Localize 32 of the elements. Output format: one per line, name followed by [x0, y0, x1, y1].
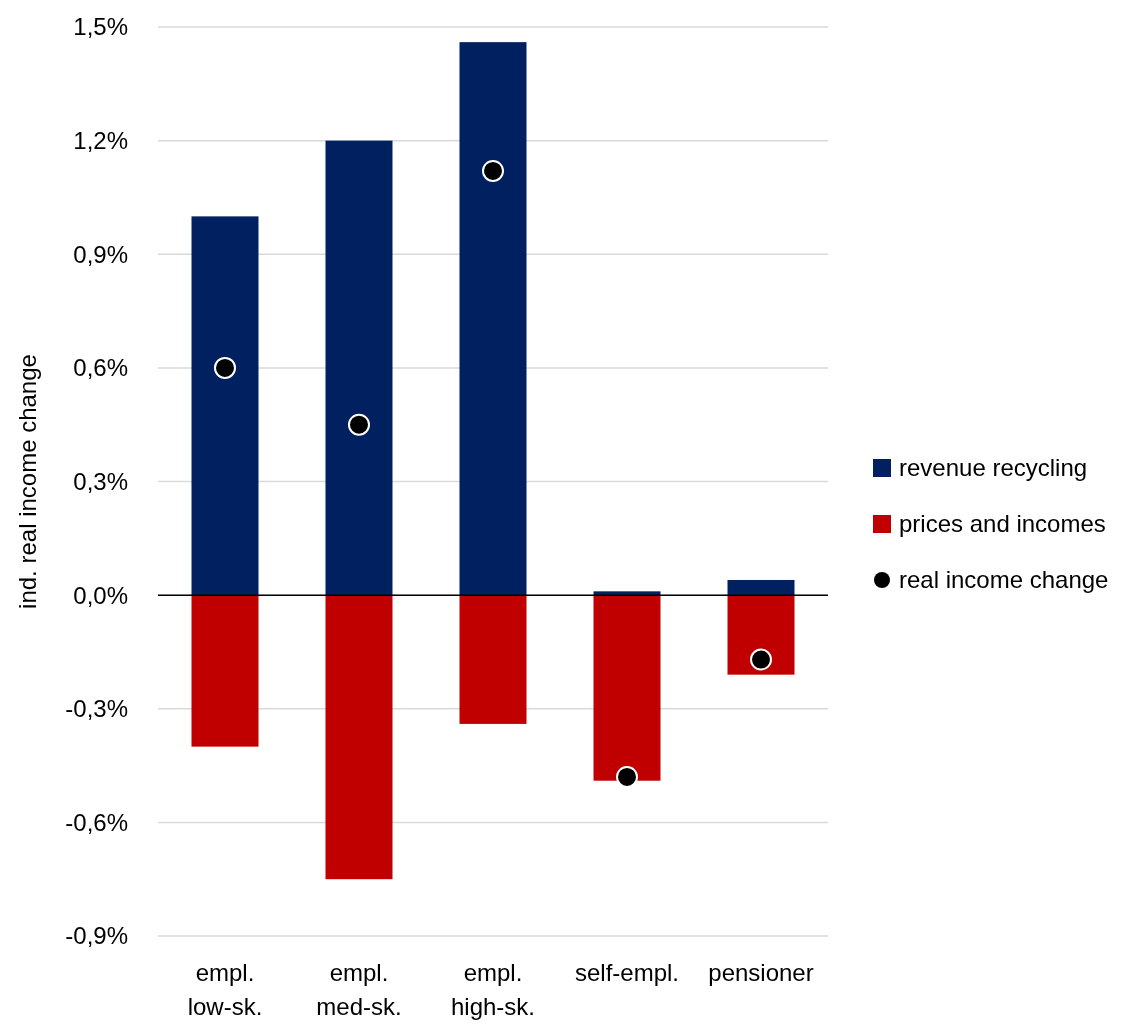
bar — [727, 595, 795, 675]
y-tick-label: 0,9% — [73, 240, 128, 268]
bar — [191, 216, 259, 596]
point — [348, 413, 370, 436]
y-axis-title: ind. real income change — [14, 354, 41, 609]
x-tick-label: pensioner — [708, 959, 814, 986]
y-tick-label: -0,6% — [65, 808, 128, 836]
y-tick-label: -0,3% — [65, 695, 128, 723]
y-tick-label: 0,6% — [73, 354, 128, 382]
y-tick-label: -0,9% — [65, 922, 128, 950]
bar — [325, 140, 393, 596]
bar — [191, 595, 259, 747]
legend-label: revenue recycling — [899, 454, 1088, 482]
bar — [325, 595, 393, 880]
x-tick-label: empl. low-sk. — [187, 959, 263, 1020]
x-tick-label: empl. high-sk. — [450, 959, 536, 1020]
bar — [459, 595, 527, 724]
x-tick-label: self-empl. — [574, 959, 680, 986]
y-tick-label: 1,2% — [73, 127, 128, 155]
legend-label: prices and incomes — [899, 510, 1106, 538]
point — [750, 648, 772, 671]
y-tick-label: 0,3% — [73, 467, 128, 495]
bar — [727, 579, 795, 596]
bar — [459, 42, 527, 596]
point — [214, 356, 236, 379]
y-tick-label: 0,0% — [73, 581, 128, 609]
bar — [593, 595, 661, 781]
point — [616, 765, 638, 788]
legend-label: real income change — [899, 566, 1109, 594]
y-tick-label: 1,5% — [73, 13, 128, 41]
x-tick-label: empl. med-sk. — [316, 959, 402, 1020]
point — [482, 159, 504, 182]
